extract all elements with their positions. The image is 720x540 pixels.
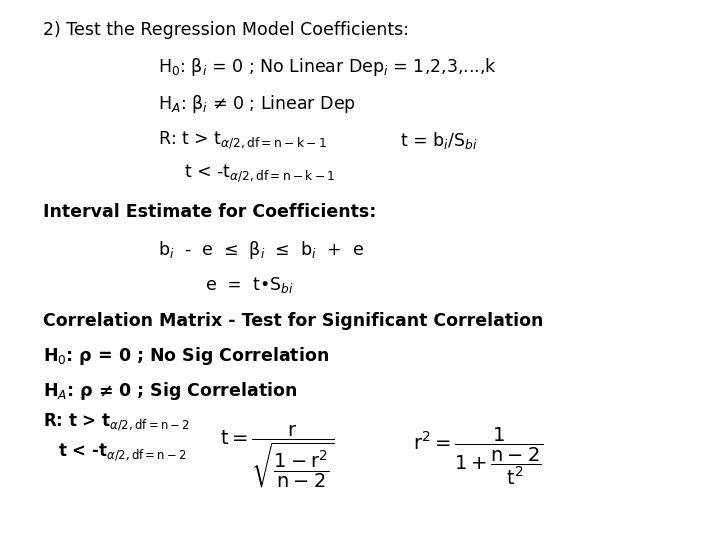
- Text: e  =  t•S$_{bi}$: e = t•S$_{bi}$: [205, 274, 294, 295]
- Text: Interval Estimate for Coefficients:: Interval Estimate for Coefficients:: [43, 202, 377, 221]
- Text: H$_A$: β$_i$ ≠ 0 ; Linear Dep: H$_A$: β$_i$ ≠ 0 ; Linear Dep: [158, 93, 356, 114]
- Text: Correlation Matrix - Test for Significant Correlation: Correlation Matrix - Test for Significan…: [43, 312, 544, 330]
- Text: 2) Test the Regression Model Coefficients:: 2) Test the Regression Model Coefficient…: [43, 21, 409, 39]
- Text: R: t > t$_{\alpha/2,\mathrm{df=n-k-1}}$: R: t > t$_{\alpha/2,\mathrm{df=n-k-1}}$: [158, 130, 327, 151]
- Text: H$_0$: ρ = 0 ; No Sig Correlation: H$_0$: ρ = 0 ; No Sig Correlation: [43, 346, 329, 367]
- Text: t < -t$_{\alpha/2,\mathrm{df=n-k-1}}$: t < -t$_{\alpha/2,\mathrm{df=n-k-1}}$: [184, 162, 335, 184]
- Text: R: t > t$_{\alpha/2,\mathrm{df=n-2}}$: R: t > t$_{\alpha/2,\mathrm{df=n-2}}$: [43, 411, 190, 433]
- Text: $\mathregular{r}^2 = \dfrac{1}{1+\dfrac{\mathregular{n}-2}{\mathregular{t}^2}}$: $\mathregular{r}^2 = \dfrac{1}{1+\dfrac{…: [413, 426, 544, 487]
- Text: $\mathregular{t} = \dfrac{\mathregular{r}}{\sqrt{\dfrac{1-\mathregular{r}^2}{\ma: $\mathregular{t} = \dfrac{\mathregular{r…: [220, 423, 334, 490]
- Text: b$_i$  -  e  ≤  β$_i$  ≤  b$_i$  +  e: b$_i$ - e ≤ β$_i$ ≤ b$_i$ + e: [158, 239, 364, 261]
- Text: H$_0$: β$_i$ = 0 ; No Linear Dep$_i$ = 1,2,3,...,k: H$_0$: β$_i$ = 0 ; No Linear Dep$_i$ = 1…: [158, 57, 498, 78]
- Text: t = b$_i$/S$_{bi}$: t = b$_i$/S$_{bi}$: [400, 130, 477, 151]
- Text: t < -t$_{\alpha/2,\mathrm{df=n-2}}$: t < -t$_{\alpha/2,\mathrm{df=n-2}}$: [58, 441, 186, 463]
- Text: H$_A$: ρ ≠ 0 ; Sig Correlation: H$_A$: ρ ≠ 0 ; Sig Correlation: [43, 381, 297, 402]
